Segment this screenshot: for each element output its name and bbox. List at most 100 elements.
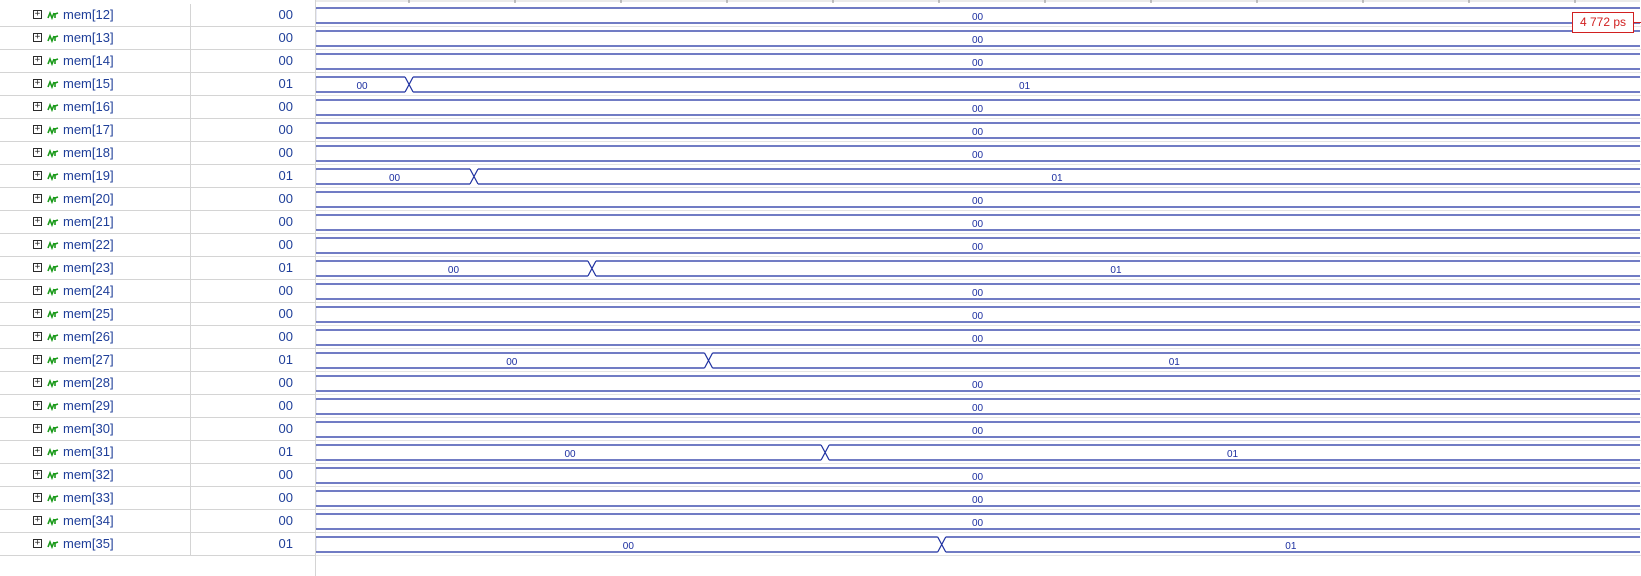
signal-row[interactable]: + mem[28] 00	[0, 372, 315, 395]
bus-signal-icon	[47, 102, 60, 112]
signal-value: 00	[279, 329, 293, 344]
bus-waveform[interactable]: 00 01	[315, 537, 1641, 556]
signal-row[interactable]: + mem[33] 00	[0, 487, 315, 510]
signal-row[interactable]: + mem[30] 00	[0, 418, 315, 441]
segment-value-label: 00	[972, 104, 984, 115]
signal-name-cell: + mem[14]	[0, 50, 191, 73]
signal-row[interactable]: + mem[16] 00	[0, 96, 315, 119]
signal-name: mem[32]	[63, 467, 114, 482]
signal-row[interactable]: + mem[34] 00	[0, 510, 315, 533]
signal-row[interactable]: + mem[13] 00	[0, 27, 315, 50]
signal-row[interactable]: + mem[26] 00	[0, 326, 315, 349]
expand-plus-icon[interactable]: +	[33, 309, 42, 318]
signal-row[interactable]: + mem[24] 00	[0, 280, 315, 303]
expand-plus-icon[interactable]: +	[33, 148, 42, 157]
bus-waveform[interactable]: 00	[315, 468, 1641, 487]
bus-waveform[interactable]: 00 01	[315, 169, 1641, 188]
expand-plus-icon[interactable]: +	[33, 102, 42, 111]
bus-waveform[interactable]: 00	[315, 491, 1641, 510]
segment-value-label: 00	[506, 357, 518, 368]
signal-row[interactable]: + mem[32] 00	[0, 464, 315, 487]
signal-row[interactable]: + mem[17] 00	[0, 119, 315, 142]
time-cursor-flag[interactable]: 4 772 ps	[1572, 12, 1634, 33]
bus-waveform[interactable]: 00	[315, 146, 1641, 165]
signal-name: mem[19]	[63, 168, 114, 183]
bus-waveform[interactable]: 00	[315, 376, 1641, 395]
signal-row[interactable]: + mem[29] 00	[0, 395, 315, 418]
bus-signal-icon	[47, 539, 60, 549]
bus-waveform[interactable]: 00	[315, 100, 1641, 119]
segment-value-label: 00	[448, 265, 460, 276]
signal-name-cell: + mem[18]	[0, 142, 191, 165]
signal-row[interactable]: + mem[12] 00	[0, 4, 315, 27]
expand-plus-icon[interactable]: +	[33, 56, 42, 65]
expand-plus-icon[interactable]: +	[33, 10, 42, 19]
bus-waveform[interactable]: 00 01	[315, 261, 1641, 280]
expand-plus-icon[interactable]: +	[33, 447, 42, 456]
bus-waveform[interactable]: 00	[315, 8, 1641, 27]
expand-plus-icon[interactable]: +	[33, 263, 42, 272]
bus-waveform[interactable]: 00 01	[315, 353, 1641, 372]
signal-row[interactable]: + mem[20] 00	[0, 188, 315, 211]
signal-row[interactable]: + mem[25] 00	[0, 303, 315, 326]
segment-value-label: 01	[1051, 173, 1063, 184]
bus-waveform[interactable]: 00	[315, 307, 1641, 326]
expand-plus-icon[interactable]: +	[33, 378, 42, 387]
bus-waveform[interactable]: 00 01	[315, 445, 1641, 464]
bus-waveform[interactable]: 00	[315, 284, 1641, 303]
segment-value-label: 01	[1110, 265, 1122, 276]
signal-name: mem[34]	[63, 513, 114, 528]
signal-value: 01	[279, 76, 293, 91]
expand-plus-icon[interactable]: +	[33, 79, 42, 88]
expand-plus-icon[interactable]: +	[33, 33, 42, 42]
bus-waveform[interactable]: 00	[315, 192, 1641, 211]
segment-value-label: 00	[972, 12, 984, 23]
expand-plus-icon[interactable]: +	[33, 125, 42, 134]
expand-plus-icon[interactable]: +	[33, 240, 42, 249]
signal-name: mem[35]	[63, 536, 114, 551]
expand-plus-icon[interactable]: +	[33, 194, 42, 203]
expand-plus-icon[interactable]: +	[33, 539, 42, 548]
expand-plus-icon[interactable]: +	[33, 217, 42, 226]
bus-signal-icon	[47, 332, 60, 342]
bus-waveform[interactable]: 00	[315, 31, 1641, 50]
bus-waveform[interactable]: 00	[315, 399, 1641, 418]
signal-row[interactable]: + mem[23] 01	[0, 257, 315, 280]
signal-row[interactable]: + mem[22] 00	[0, 234, 315, 257]
bus-signal-icon	[47, 309, 60, 319]
signal-row[interactable]: + mem[27] 01	[0, 349, 315, 372]
signal-value: 00	[279, 237, 293, 252]
expand-plus-icon[interactable]: +	[33, 401, 42, 410]
bus-waveform[interactable]: 00	[315, 330, 1641, 349]
signal-name: mem[23]	[63, 260, 114, 275]
segment-value-label: 00	[972, 219, 984, 230]
signal-value: 00	[279, 375, 293, 390]
waveform-pane[interactable]: 00 00 00 00 01 00 00 00 00 01 00 00 00 00 01 00 00 00 00 01…	[315, 0, 1641, 576]
expand-plus-icon[interactable]: +	[33, 332, 42, 341]
expand-plus-icon[interactable]: +	[33, 470, 42, 479]
signal-row[interactable]: + mem[21] 00	[0, 211, 315, 234]
signal-value: 00	[279, 513, 293, 528]
expand-plus-icon[interactable]: +	[33, 355, 42, 364]
bus-waveform[interactable]: 00 01	[315, 77, 1641, 96]
bus-waveform[interactable]: 00	[315, 238, 1641, 257]
signal-row[interactable]: + mem[35] 01	[0, 533, 315, 556]
bus-signal-icon	[47, 33, 60, 43]
signal-row[interactable]: + mem[31] 01	[0, 441, 315, 464]
expand-plus-icon[interactable]: +	[33, 286, 42, 295]
bus-waveform[interactable]: 00	[315, 422, 1641, 441]
signal-value: 00	[279, 306, 293, 321]
bus-waveform[interactable]: 00	[315, 54, 1641, 73]
signal-row[interactable]: + mem[15] 01	[0, 73, 315, 96]
signal-row[interactable]: + mem[19] 01	[0, 165, 315, 188]
expand-plus-icon[interactable]: +	[33, 171, 42, 180]
bus-waveform[interactable]: 00	[315, 514, 1641, 533]
bus-waveform[interactable]: 00	[315, 215, 1641, 234]
expand-plus-icon[interactable]: +	[33, 516, 42, 525]
signal-row[interactable]: + mem[18] 00	[0, 142, 315, 165]
bus-waveform[interactable]: 00	[315, 123, 1641, 142]
segment-value-label: 00	[972, 518, 984, 529]
expand-plus-icon[interactable]: +	[33, 424, 42, 433]
expand-plus-icon[interactable]: +	[33, 493, 42, 502]
signal-row[interactable]: + mem[14] 00	[0, 50, 315, 73]
